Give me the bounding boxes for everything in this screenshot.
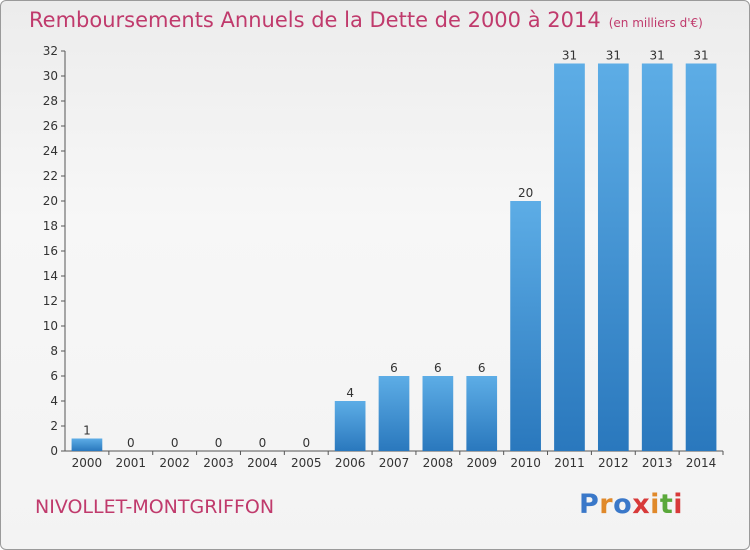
x-tick-label: 2001 (116, 456, 147, 470)
x-tick-label: 2007 (379, 456, 410, 470)
unit-label: (en milliers d'€) (608, 16, 703, 30)
x-tick-label: 2010 (510, 456, 541, 470)
y-tick-label: 0 (50, 444, 58, 458)
bar (422, 376, 454, 451)
data-label: 6 (434, 361, 442, 375)
data-label: 6 (390, 361, 398, 375)
data-label: 0 (259, 436, 267, 450)
data-label: 31 (693, 49, 708, 63)
x-tick-label: 2002 (159, 456, 190, 470)
y-tick-label: 18 (43, 219, 58, 233)
x-tick-label: 2014 (686, 456, 717, 470)
chart-title: Remboursements Annuels de la Dette de 20… (29, 8, 703, 32)
x-tick-label: 2004 (247, 456, 278, 470)
logo-letter: i (650, 489, 660, 520)
logo-letter: r (599, 489, 614, 520)
bar (685, 63, 717, 451)
x-tick-label: 2012 (598, 456, 629, 470)
data-label: 31 (650, 49, 665, 63)
y-tick-label: 22 (43, 169, 58, 183)
logo-letter: x (632, 489, 651, 520)
bar (334, 401, 366, 451)
y-tick-label: 6 (50, 369, 58, 383)
commune-name: NIVOLLET-MONTGRIFFON (35, 496, 275, 518)
bar (641, 63, 673, 451)
y-tick-label: 32 (43, 44, 58, 58)
logo-letter: P (579, 489, 600, 520)
logo-letter: i (673, 489, 684, 520)
bar (510, 201, 541, 451)
x-tick-label: 2005 (291, 456, 322, 470)
proxiti-logo: Proxiti (579, 489, 683, 520)
x-tick-label: 2000 (72, 456, 103, 470)
data-label: 1 (83, 424, 91, 438)
logo-letter: t (659, 489, 674, 520)
bar (71, 438, 103, 451)
x-tick-label: 2009 (466, 456, 497, 470)
x-tick-label: 2008 (423, 456, 454, 470)
y-tick-label: 14 (43, 269, 58, 283)
x-tick-label: 2006 (335, 456, 366, 470)
data-label: 20 (518, 186, 533, 200)
data-label: 0 (302, 436, 310, 450)
data-label: 0 (215, 436, 223, 450)
data-label: 31 (606, 49, 621, 63)
y-tick-label: 8 (50, 344, 58, 358)
x-tick-label: 2011 (554, 456, 585, 470)
bar (554, 63, 585, 451)
data-label: 6 (478, 361, 486, 375)
data-label: 0 (171, 436, 179, 450)
bar (597, 63, 629, 451)
y-tick-label: 24 (43, 144, 58, 158)
y-tick-label: 12 (43, 294, 58, 308)
data-label: 4 (346, 386, 354, 400)
y-tick-label: 10 (43, 319, 58, 333)
data-label: 0 (127, 436, 135, 450)
logo-letter: o (613, 489, 633, 520)
data-label: 31 (562, 49, 577, 63)
title-text: Remboursements Annuels de la Dette de 20… (29, 8, 601, 32)
bars (71, 63, 717, 451)
y-tick-label: 16 (43, 244, 58, 258)
x-tick-label: 2013 (642, 456, 673, 470)
x-tick-label: 2003 (203, 456, 234, 470)
y-tick-label: 30 (43, 69, 58, 83)
y-tick-label: 4 (50, 394, 58, 408)
data-labels: 1 0 0 0 0 0 4 6 6 6 20 31 31 31 31 (83, 49, 709, 451)
y-tick-label: 2 (50, 419, 58, 433)
y-tick-label: 28 (43, 94, 58, 108)
y-tick-label: 20 (43, 194, 58, 208)
y-tick-label: 26 (43, 119, 58, 133)
bar (466, 376, 498, 451)
bar (378, 376, 410, 451)
